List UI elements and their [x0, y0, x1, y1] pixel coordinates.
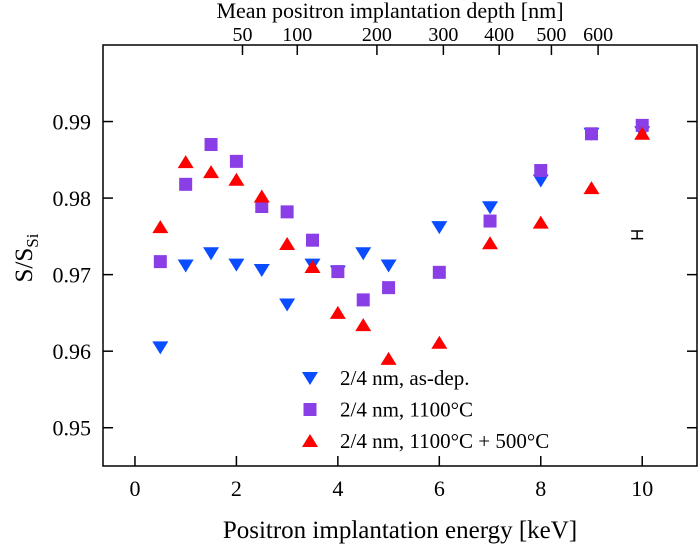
- y-tick-label: 0.99: [53, 110, 92, 135]
- top-tick-label: 300: [428, 24, 458, 46]
- data-point-series-2: [331, 265, 345, 279]
- data-point-series-1: [253, 264, 270, 278]
- data-point-series-3: [279, 237, 296, 251]
- data-point-series-1: [355, 247, 372, 261]
- x-tick-label: 10: [631, 476, 653, 501]
- data-point-series-3: [253, 189, 270, 203]
- top-tick-label: 50: [232, 24, 252, 46]
- data-point-series-2: [635, 118, 649, 132]
- data-point-series-2: [255, 200, 269, 214]
- y-tick-label: 0.98: [53, 186, 92, 211]
- top-tick-label: 100: [282, 24, 312, 46]
- data-point-series-3: [532, 215, 549, 229]
- data-point-series-2: [382, 281, 396, 295]
- x-tick-label: 4: [332, 476, 343, 501]
- legend-marker: [303, 403, 317, 416]
- y-tick-label: 0.97: [53, 263, 92, 288]
- data-point-series-3: [431, 335, 448, 349]
- data-point-series-1: [203, 247, 220, 261]
- data-point-series-3: [329, 305, 346, 319]
- data-point-series-2: [356, 293, 370, 307]
- data-point-series-1: [482, 201, 499, 215]
- legend-label: 2/4 nm, 1100°C + 500°C: [340, 429, 549, 453]
- data-point-series-3: [355, 318, 372, 332]
- x-tick-label: 0: [129, 476, 140, 501]
- data-point-series-1: [279, 298, 296, 312]
- y-axis-title-main: S/S: [11, 248, 38, 283]
- data-point-series-2: [432, 265, 446, 279]
- legend-label: 2/4 nm, as-dep.: [340, 366, 469, 390]
- data-point-series-3: [583, 181, 600, 195]
- data-point-series-3: [482, 236, 499, 250]
- data-point-series-2: [153, 255, 167, 269]
- x-tick-label: 6: [434, 476, 445, 501]
- data-point-series-1: [532, 174, 549, 188]
- top-tick-label: 200: [362, 24, 392, 46]
- data-point-series-1: [152, 341, 169, 355]
- data-point-series-3: [304, 259, 321, 273]
- legend-marker: [302, 434, 318, 447]
- data-point-series-2: [229, 154, 243, 168]
- y-tick-label: 0.96: [53, 339, 92, 364]
- top-tick-label: 600: [583, 24, 613, 46]
- data-point-series-2: [179, 177, 193, 191]
- data-point-series-3: [203, 165, 220, 179]
- data-point-series-3: [228, 172, 245, 186]
- legend-marker: [302, 372, 318, 385]
- y-tick-label: 0.95: [53, 416, 92, 441]
- top-axis-title: Mean positron implantation depth [nm]: [216, 0, 563, 23]
- legend-label: 2/4 nm, 1100°C: [340, 398, 473, 422]
- data-point-series-2: [534, 164, 548, 178]
- plot-frame: [102, 44, 698, 467]
- x-axis-title: Positron implantation energy [keV]: [223, 517, 577, 544]
- data-point-series-2: [584, 127, 598, 141]
- data-point-series-1: [177, 259, 194, 273]
- data-point-series-3: [152, 220, 169, 234]
- data-point-series-2: [305, 233, 319, 247]
- data-point-series-3: [634, 126, 651, 140]
- x-tick-label: 8: [535, 476, 546, 501]
- data-point-series-3: [177, 155, 194, 169]
- data-point-series-3: [380, 351, 397, 365]
- y-axis-title: S/SSi: [11, 233, 42, 282]
- data-point-series-1: [228, 258, 245, 272]
- data-point-series-2: [483, 214, 497, 228]
- top-tick-label: 400: [484, 24, 514, 46]
- data-point-series-1: [431, 221, 448, 235]
- y-axis-title-sub: Si: [23, 233, 42, 247]
- x-tick-label: 2: [231, 476, 242, 501]
- data-point-series-1: [380, 259, 397, 273]
- top-tick-label: 500: [536, 24, 566, 46]
- data-point-series-2: [204, 138, 218, 152]
- data-point-series-2: [280, 205, 294, 219]
